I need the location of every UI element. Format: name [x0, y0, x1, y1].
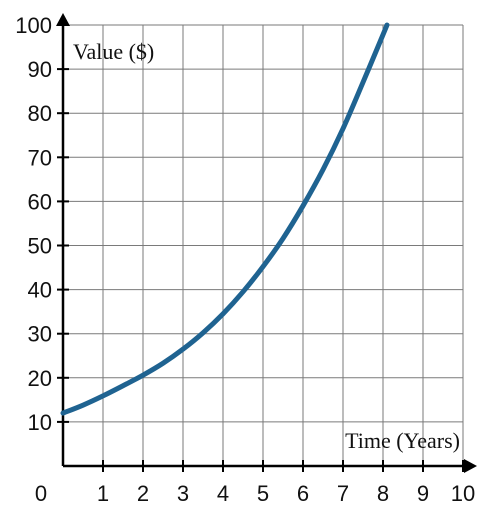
series-layer	[60, 22, 390, 416]
y-tick-label: 20	[28, 366, 52, 391]
y-tick-label: 60	[28, 189, 52, 214]
x-tick-label: 8	[377, 481, 389, 506]
x-tick-label: 9	[417, 481, 429, 506]
x-tick-label: 10	[451, 481, 475, 506]
x-tick-label: 5	[257, 481, 269, 506]
x-tick-label: 3	[177, 481, 189, 506]
x-tick-label: 0	[35, 481, 47, 506]
y-tick-label: 50	[28, 234, 52, 259]
y-tick-label: 90	[28, 57, 52, 82]
x-tick-label: 1	[97, 481, 109, 506]
y-axis-arrow	[56, 13, 70, 26]
y-tick-label: 40	[28, 278, 52, 303]
axes	[56, 13, 477, 473]
x-tick-label: 4	[217, 481, 229, 506]
y-tick-label: 100	[15, 13, 52, 38]
x-tick-label: 7	[337, 481, 349, 506]
x-axis-title: Time (Years)	[345, 428, 460, 453]
x-axis-arrow	[464, 459, 477, 473]
series-line	[60, 22, 390, 416]
y-tick-label: 10	[28, 410, 52, 435]
y-tick-label: 70	[28, 145, 52, 170]
y-axis-title: Value ($)	[73, 39, 154, 64]
x-tick-label: 6	[297, 481, 309, 506]
y-tick-label: 80	[28, 101, 52, 126]
tick-labels: 0 1 2 3 4 5 6 7 8 9 10 10 20 30 40 50 60 70 80 90 100	[15, 13, 475, 506]
x-tick-label: 2	[137, 481, 149, 506]
grid-lines	[63, 24, 464, 466]
y-tick-label: 30	[28, 322, 52, 347]
